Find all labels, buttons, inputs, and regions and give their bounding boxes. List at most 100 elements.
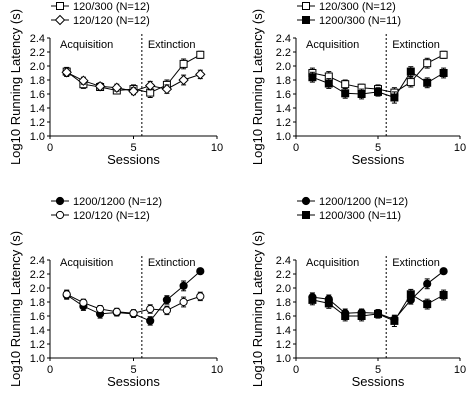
- y-tick-label: 1.0: [276, 353, 291, 365]
- data-point: [162, 295, 171, 304]
- data-point: [423, 300, 432, 309]
- y-tick-label: 1.6: [276, 89, 291, 101]
- data-point: [406, 78, 415, 87]
- data-point: [179, 281, 188, 290]
- data-point: [390, 316, 399, 325]
- y-tick-label: 2.2: [276, 269, 291, 281]
- legend-marker: [302, 16, 310, 24]
- x-tick-label: 10: [211, 142, 223, 154]
- series-2: [62, 289, 205, 318]
- y-tick-label: 2.4: [30, 33, 45, 45]
- data-point: [341, 80, 350, 89]
- data-point: [179, 59, 188, 68]
- y-tick-label: 1.8: [276, 75, 291, 87]
- data-point: [111, 82, 123, 93]
- x-axis-label: Sessions: [352, 374, 405, 389]
- y-tick-label: 1.0: [276, 131, 291, 143]
- data-point: [96, 304, 105, 314]
- y-axis-label: Log10 Running Latency (s): [8, 231, 23, 387]
- legend-marker: [301, 196, 311, 206]
- data-point: [406, 290, 415, 299]
- legend-label: 1200/300 (N=11): [319, 15, 401, 27]
- chart-panel-4: 1.0 1.2 1.4 1.6 1.8 2.0 2.2 2.4 0 5 10 Sessions Log1…: [250, 196, 466, 389]
- acquisition-label: Acquisition: [306, 39, 359, 51]
- legend-marker: [54, 14, 66, 26]
- data-point: [144, 80, 156, 91]
- y-tick-label: 1.2: [276, 117, 291, 129]
- chart-panel-2: 1.0 1.2 1.4 1.6 1.8 2.0 2.2 2.4 0 5 10 Sessions Log1…: [250, 1, 466, 167]
- extinction-label: Extinction: [392, 257, 440, 269]
- acquisition-label: Acquisition: [306, 257, 359, 269]
- x-tick-label: 0: [293, 364, 299, 376]
- y-tick-label: 1.4: [30, 103, 45, 115]
- x-tick-label: 0: [47, 364, 53, 376]
- y-axis-label: Log10 Running Latency (s): [250, 231, 265, 387]
- y-tick-label: 1.4: [30, 325, 45, 337]
- data-point: [196, 267, 205, 276]
- x-tick-label: 0: [47, 142, 53, 154]
- data-point: [62, 290, 71, 299]
- y-axis-label: Log10 Running Latency (s): [250, 9, 265, 165]
- legend-marker: [302, 2, 310, 10]
- y-tick-label: 1.8: [276, 297, 291, 309]
- x-tick-label: 10: [454, 142, 466, 154]
- y-tick-label: 2.0: [276, 283, 291, 295]
- data-point: [196, 50, 205, 59]
- y-tick-label: 1.0: [30, 131, 45, 143]
- legend-label: 1200/300 (N=11): [319, 210, 401, 222]
- data-point: [178, 74, 189, 86]
- data-point: [374, 309, 382, 318]
- y-tick-label: 1.6: [30, 311, 45, 323]
- data-point: [61, 67, 72, 78]
- chart-panel-1: 1.0 1.2 1.4 1.6 1.8 2.0 2.2 2.4 0 5 10 Sessions Log1…: [8, 1, 223, 167]
- y-tick-label: 2.4: [276, 255, 291, 267]
- y-tick-label: 1.4: [276, 325, 291, 337]
- data-point: [439, 267, 448, 276]
- legend-label: 120/300 (N=12): [73, 1, 150, 13]
- data-point: [423, 59, 432, 68]
- data-point: [423, 279, 432, 288]
- x-tick-label: 0: [293, 142, 299, 154]
- y-tick-label: 1.2: [276, 339, 291, 351]
- x-tick-label: 5: [130, 142, 136, 154]
- data-point: [308, 73, 317, 82]
- series-2: [308, 66, 448, 104]
- data-point: [439, 50, 448, 59]
- extinction-label: Extinction: [392, 39, 440, 51]
- x-axis-label: Sessions: [107, 152, 160, 167]
- y-tick-label: 2.4: [276, 33, 291, 45]
- extinction-label: Extinction: [148, 39, 196, 51]
- y-tick-label: 1.2: [30, 117, 45, 129]
- data-point: [78, 75, 89, 86]
- data-point: [129, 309, 138, 318]
- y-tick-label: 1.8: [30, 297, 45, 309]
- y-tick-label: 2.2: [276, 47, 291, 59]
- data-point: [112, 307, 121, 316]
- data-point: [146, 316, 155, 325]
- data-point: [357, 312, 366, 320]
- legend-label: 1200/1200 (N=12): [73, 196, 162, 208]
- y-tick-label: 1.4: [276, 103, 291, 115]
- y-axis-label: Log10 Running Latency (s): [8, 9, 23, 165]
- data-point: [374, 87, 382, 96]
- acquisition-label: Acquisition: [60, 39, 113, 51]
- data-point: [196, 292, 205, 301]
- y-tick-label: 2.2: [30, 269, 45, 281]
- acquisition-label: Acquisition: [60, 257, 113, 269]
- data-point: [179, 297, 188, 307]
- y-tick-label: 2.0: [30, 283, 45, 295]
- data-point: [390, 93, 399, 102]
- data-point: [162, 306, 171, 315]
- data-point: [308, 295, 317, 304]
- data-point: [94, 81, 106, 92]
- series-2: [308, 288, 448, 327]
- y-tick-label: 1.8: [30, 75, 45, 87]
- y-tick-label: 2.0: [30, 61, 45, 73]
- x-tick-label: 5: [130, 364, 136, 376]
- series-2: [61, 67, 206, 97]
- data-point: [79, 298, 88, 307]
- data-point: [439, 291, 448, 299]
- legend-marker: [56, 2, 64, 10]
- x-tick-label: 10: [454, 364, 466, 376]
